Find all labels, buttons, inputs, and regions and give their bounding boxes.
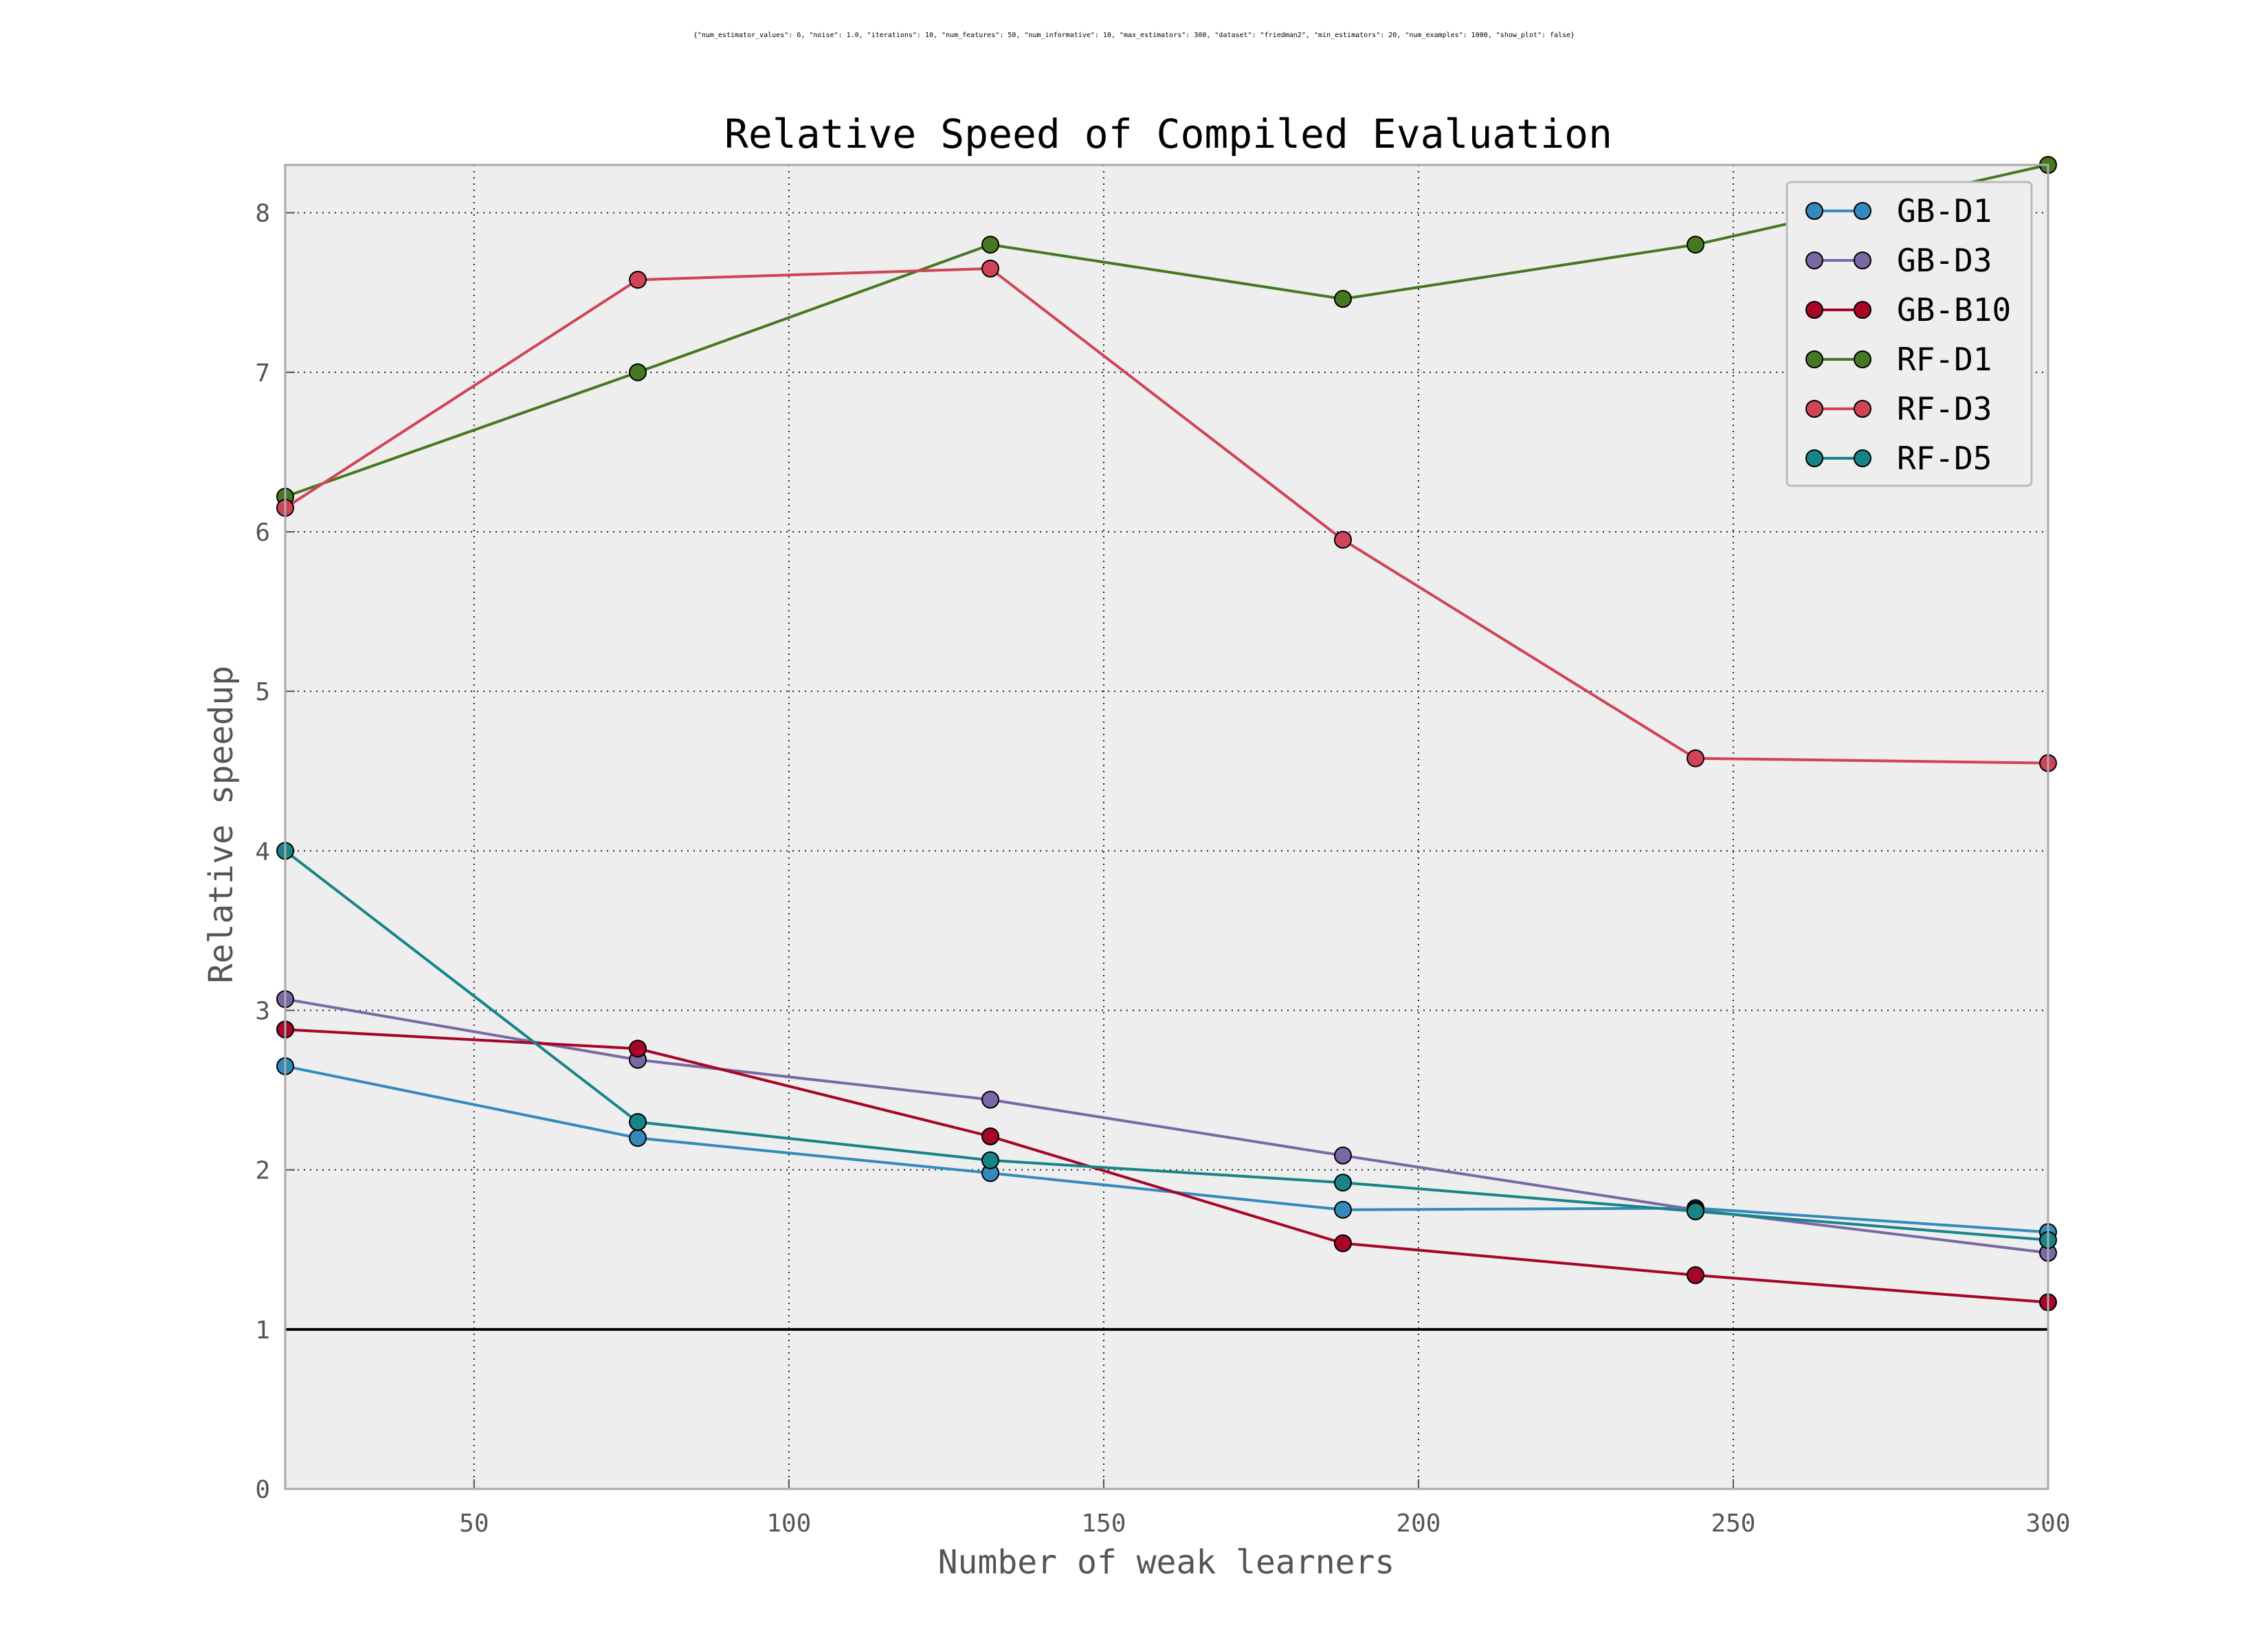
legend-label: GB-D1 [1897,192,1992,229]
series-rf-d3 [276,259,2057,772]
y-tick-label: 0 [255,1476,270,1504]
data-point-rf-d5 [1687,1202,1704,1221]
legend-marker [1854,400,1871,418]
y-tick-label: 6 [255,519,270,547]
legend: GB-D1 GB-D3 GB-B10 RF-D1 RF-D3 RF-D5 [1786,181,2033,487]
series-rf-d1 [276,156,2057,506]
y-tick-label: 2 [255,1157,270,1185]
plot-area [285,165,2048,1489]
legend-item-gb-d3: GB-D3 [1805,242,1992,279]
data-point-rf-d1 [1334,290,1352,309]
data-point-rf-d3 [1334,530,1352,549]
plot-frame [284,164,2049,1490]
legend-marker [1854,449,1871,467]
legend-marker [1854,202,1871,220]
x-tick-label: 250 [1711,1510,1755,1538]
legend-item-rf-d1: RF-D1 [1805,341,1992,378]
y-tick-label: 1 [255,1316,270,1345]
data-point-rf-d3 [981,259,999,278]
data-point-gb-b10 [1334,1234,1352,1253]
legend-marker [1854,251,1871,269]
data-point-rf-d1 [629,363,647,381]
x-tick-label: 50 [459,1510,489,1538]
data-point-rf-d1 [1687,236,1704,254]
x-tick-label: 200 [1396,1510,1441,1538]
data-point-rf-d5 [1334,1174,1352,1192]
data-point-gb-d1 [629,1129,647,1147]
legend-item-gb-b10: GB-B10 [1805,291,2011,328]
data-point-gb-b10 [981,1127,999,1145]
legend-item-rf-d5: RF-D5 [1805,440,1992,477]
legend-item-rf-d3: RF-D3 [1805,390,1992,427]
legend-marker [1854,301,1871,319]
y-tick-label: 8 [255,200,270,228]
data-point-rf-d1 [981,236,999,254]
legend-marker [1805,301,1823,319]
x-tick-label: 100 [766,1510,811,1538]
y-tick-label: 3 [255,997,270,1025]
data-point-gb-b10 [629,1040,647,1058]
series-gb-b10 [276,1020,2057,1312]
legend-marker [1805,251,1823,269]
legend-label: GB-B10 [1897,291,2011,328]
legend-marker [1805,350,1823,368]
chart-parameters: {"num_estimator_values": 6, "noise": 1.0… [693,32,1575,39]
legend-marker [1854,350,1871,368]
series-line-rf-d1 [285,164,2049,498]
axis-ticks: 50 100 150 200 250 300 0 1 2 3 4 5 6 7 8 [255,200,2070,1538]
data-point-rf-d3 [629,271,647,289]
data-point-gb-d3 [981,1090,999,1109]
legend-marker [1805,400,1823,418]
y-tick-label: 7 [255,359,270,388]
series-line-rf-d5 [284,849,2049,1242]
data-point-gb-d3 [1334,1146,1352,1165]
data-point-gb-d1 [1334,1200,1352,1219]
legend-label: GB-D3 [1897,242,1992,279]
chart-title: Relative Speed of Compiled Evaluation [724,111,1612,157]
x-axis-label: Number of weak learners [938,1543,1395,1582]
series-line-gb-b10 [285,1028,2049,1304]
x-tick-label: 300 [2025,1510,2070,1538]
data-point-rf-d5 [981,1151,999,1169]
series-group [276,156,2057,1312]
legend-marker [1805,449,1823,467]
legend-label: RF-D3 [1897,390,1992,427]
legend-label: RF-D5 [1897,440,1992,477]
y-axis-label: Relative speedup [202,666,241,983]
data-point-rf-d5 [629,1113,647,1132]
data-point-gb-b10 [1687,1266,1704,1284]
y-tick-label: 5 [255,678,270,706]
legend-label: RF-D1 [1897,341,1992,378]
data-point-rf-d3 [1687,749,1704,767]
series-line-rf-d3 [284,267,2049,765]
series-line-gb-d1 [285,1064,2049,1234]
x-tick-label: 150 [1081,1510,1126,1538]
legend-marker [1805,202,1823,220]
legend-item-gb-d1: GB-D1 [1805,192,1992,229]
y-tick-label: 4 [255,838,270,866]
